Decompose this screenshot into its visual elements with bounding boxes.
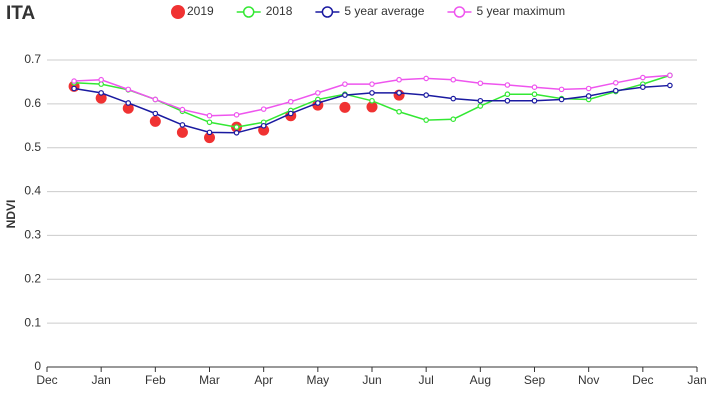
line-point xyxy=(369,97,375,104)
x-tick-label: Jun xyxy=(362,373,381,387)
line-point xyxy=(612,80,619,86)
x-tick-label: Aug xyxy=(470,373,491,387)
legend-marker xyxy=(171,5,185,19)
scatter-point xyxy=(95,92,107,104)
line-point xyxy=(396,90,402,96)
line-point xyxy=(179,122,186,128)
legend-marker xyxy=(321,6,334,18)
scatter-point xyxy=(258,124,270,136)
x-tick-label: Nov xyxy=(578,373,599,387)
y-tick-label: 0.2 xyxy=(24,271,41,285)
line-point xyxy=(369,81,375,87)
line-point xyxy=(504,97,511,104)
x-tick-label: Apr xyxy=(254,373,273,387)
line-point xyxy=(260,122,267,129)
y-tick-label: 0.3 xyxy=(24,228,41,242)
line-point xyxy=(125,100,132,106)
scatter-point xyxy=(176,126,188,138)
line-point xyxy=(585,93,592,99)
line-point xyxy=(179,106,186,113)
x-tick-label: Sep xyxy=(524,373,546,387)
scatter-point xyxy=(366,101,378,113)
line-point xyxy=(423,75,429,82)
line-point xyxy=(206,112,213,119)
line-point xyxy=(640,74,646,81)
line-point xyxy=(667,72,673,79)
scatter-point xyxy=(204,132,215,144)
line-point xyxy=(423,92,429,98)
y-tick-label: 0 xyxy=(34,359,41,373)
line-point xyxy=(233,130,240,136)
line-point xyxy=(315,100,321,106)
line-point xyxy=(98,76,104,83)
line-point xyxy=(531,84,538,90)
line-point xyxy=(558,96,565,103)
chart-title: ITA xyxy=(6,3,35,24)
y-tick-label: 0.7 xyxy=(24,52,41,66)
scatter-point xyxy=(122,102,134,114)
y-tick-label: 0.1 xyxy=(24,315,41,329)
line-point xyxy=(342,81,348,87)
line-point xyxy=(71,78,77,84)
legend-label: 2019 xyxy=(187,4,214,18)
line-point xyxy=(152,110,159,117)
line-point xyxy=(71,85,77,92)
scatter-point xyxy=(149,115,161,127)
line-point xyxy=(369,90,375,96)
x-tick-label: May xyxy=(306,373,329,387)
line-point xyxy=(504,82,511,88)
line-point xyxy=(531,97,538,104)
y-tick-label: 0.4 xyxy=(24,184,41,198)
y-tick-label: 0.5 xyxy=(24,140,41,154)
x-tick-label: Jul xyxy=(418,373,433,387)
line-point xyxy=(206,119,213,126)
line-point xyxy=(477,97,484,104)
legend-label: 5 year maximum xyxy=(476,4,565,18)
x-tick-label: Jan xyxy=(91,373,110,387)
line-point xyxy=(98,81,104,87)
x-tick-label: Feb xyxy=(145,373,166,387)
legend-label: 2018 xyxy=(266,4,293,18)
line-point xyxy=(396,76,402,83)
legend-label: 5 year average xyxy=(344,4,424,18)
line-point xyxy=(531,91,538,98)
line-point xyxy=(585,85,592,92)
y-axis-label: NDVI xyxy=(4,200,18,229)
line-point xyxy=(125,86,132,93)
line-point xyxy=(206,129,213,136)
line-point xyxy=(667,82,673,89)
line-point xyxy=(504,91,511,98)
line-point xyxy=(260,106,267,112)
legend-marker xyxy=(453,6,466,18)
line-point xyxy=(342,92,348,98)
line-point xyxy=(450,116,457,123)
line-point xyxy=(477,103,484,109)
line-point xyxy=(640,84,646,90)
x-tick-label: Jan xyxy=(687,373,706,387)
line-point xyxy=(152,96,159,103)
y-tick-label: 0.6 xyxy=(24,96,41,110)
line-point xyxy=(287,110,294,117)
x-tick-label: Mar xyxy=(199,373,220,387)
line-point xyxy=(450,95,457,102)
line-point xyxy=(423,117,429,123)
line-point xyxy=(233,124,240,130)
line-point xyxy=(450,76,457,83)
scatter-point xyxy=(339,101,351,113)
line-point xyxy=(477,80,484,87)
line-point xyxy=(612,87,619,94)
x-tick-label: Dec xyxy=(36,373,57,387)
line-point xyxy=(233,112,240,118)
line-point xyxy=(558,86,565,93)
line-point xyxy=(287,98,294,105)
line-point xyxy=(315,90,321,96)
legend-marker xyxy=(242,6,255,18)
line-point xyxy=(98,90,104,96)
line-point xyxy=(396,108,402,115)
x-tick-label: Dec xyxy=(632,373,653,387)
